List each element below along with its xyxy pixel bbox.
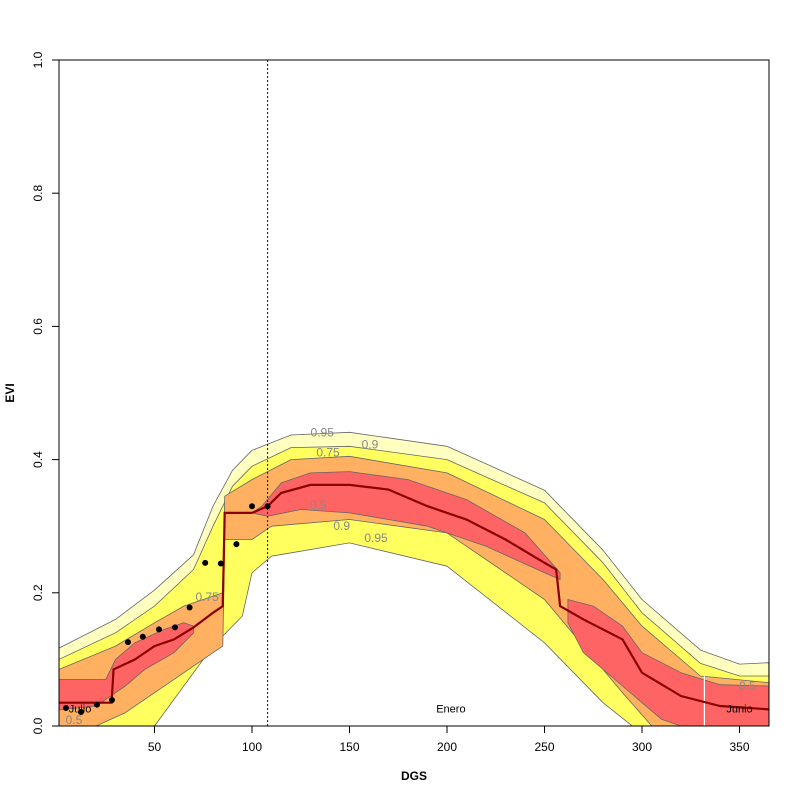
data-point — [202, 559, 209, 566]
axes: 50 100 150 200 250 300 350 0.0 0.2 0.4 0.6 0.8 1.0 — [31, 51, 750, 754]
data-point — [62, 705, 69, 712]
x-tick-label: 100 — [242, 740, 262, 754]
median-line — [59, 483, 769, 711]
data-point — [155, 626, 162, 633]
month-label-enero: Enero — [436, 704, 465, 716]
x-axis-label: DGS — [401, 769, 427, 783]
contour-label: 0.75 — [316, 445, 340, 459]
contour-label: 0.9 — [362, 437, 379, 451]
x-tick-label: 150 — [339, 740, 359, 754]
data-point — [233, 541, 240, 548]
contour-label: 0.5 — [66, 713, 83, 727]
contour-label: 0.95 — [311, 425, 335, 439]
contour-label: 0.95 — [364, 531, 388, 545]
data-point — [93, 701, 100, 708]
y-tick-label: 1.0 — [31, 51, 45, 68]
contour-label: 0.9 — [333, 519, 350, 533]
data-point — [264, 503, 271, 510]
data-point — [139, 633, 146, 640]
density-bands — [59, 431, 769, 726]
contour-label: 0.5 — [310, 498, 327, 512]
data-point — [171, 624, 178, 631]
month-label-julio: Julio — [69, 704, 92, 716]
y-tick-label: 0.8 — [31, 185, 45, 202]
y-axis-label: EVI — [3, 383, 17, 402]
month-label-junio: Junio — [726, 704, 752, 716]
x-tick-label: 250 — [534, 740, 554, 754]
chart-lines — [59, 60, 769, 726]
y-tick-label: 0.2 — [31, 584, 45, 601]
x-tick-label: 300 — [632, 740, 652, 754]
data-point — [249, 503, 255, 510]
contour-label: 0.75 — [195, 590, 219, 604]
y-tick-label: 0.4 — [31, 451, 45, 468]
x-tick-label: 50 — [148, 740, 162, 754]
data-point — [217, 560, 224, 567]
contour-label: 0.5 — [739, 679, 756, 693]
x-tick-label: 200 — [437, 740, 457, 754]
x-tick-label: 350 — [729, 740, 749, 754]
data-point — [124, 639, 131, 646]
y-tick-label: 0.6 — [31, 318, 45, 335]
data-point — [186, 604, 193, 611]
y-tick-label: 0.0 — [31, 717, 45, 734]
data-point — [108, 697, 115, 704]
data-point — [77, 709, 84, 716]
plot-frame — [58, 59, 770, 727]
